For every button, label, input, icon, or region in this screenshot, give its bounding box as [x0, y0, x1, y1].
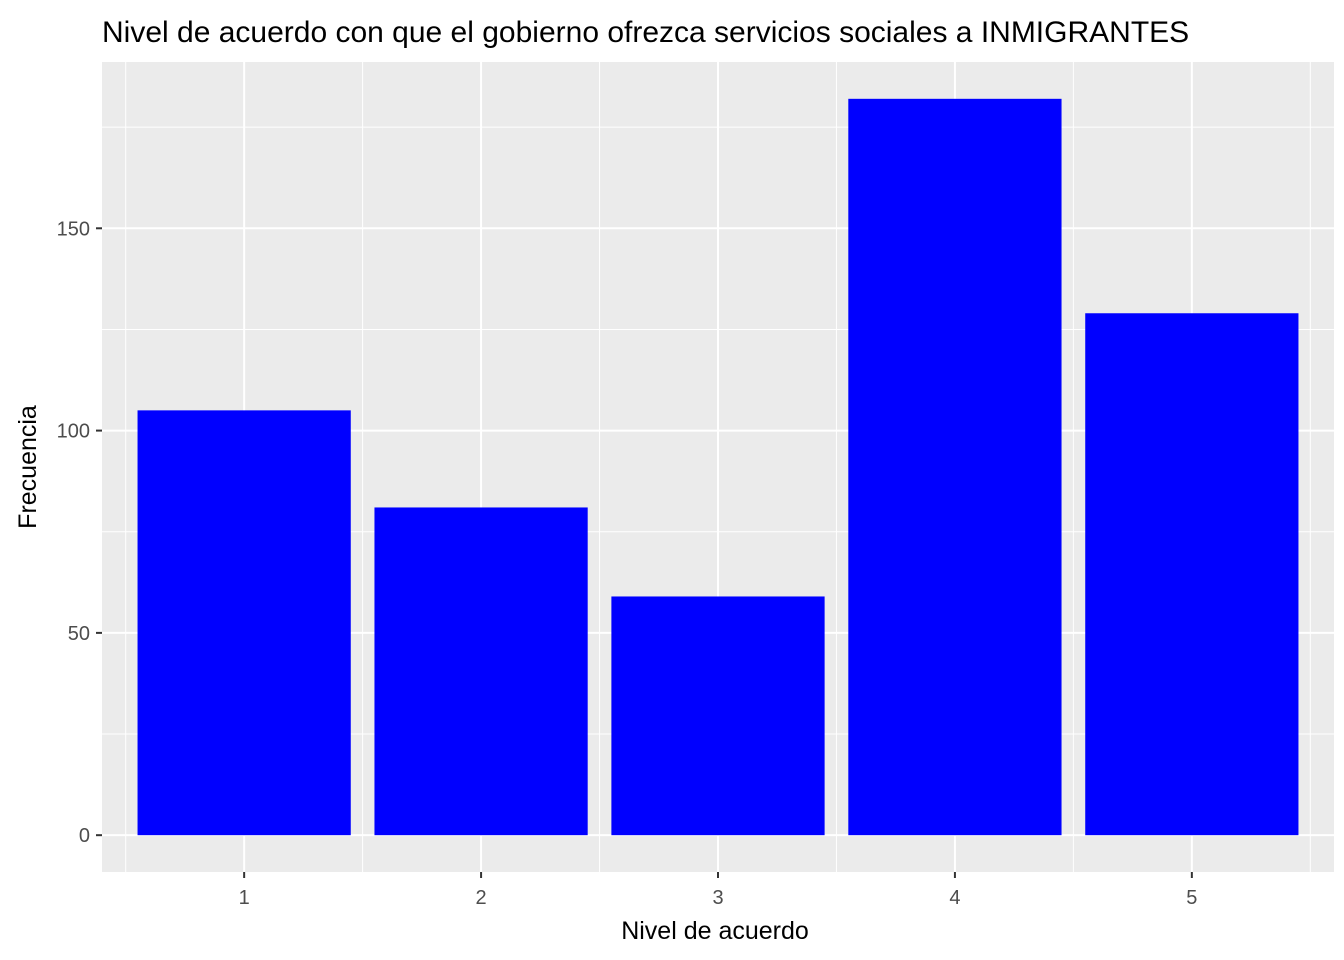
x-tick-label: 5	[1186, 887, 1197, 909]
y-tick-label: 50	[68, 623, 90, 645]
bar-4	[848, 98, 1062, 836]
bar-5	[1085, 313, 1299, 836]
bar-3	[611, 596, 825, 836]
x-axis-title: Nivel de acuerdo	[621, 917, 809, 945]
y-axis: 0 50 100 150	[57, 218, 102, 847]
x-tick-label: 3	[712, 887, 723, 909]
y-axis-title: Frecuencia	[14, 405, 42, 529]
y-tick-label: 0	[79, 825, 90, 847]
bar-1	[137, 410, 351, 836]
x-tick-label: 4	[949, 887, 960, 909]
y-tick-label: 150	[57, 218, 90, 240]
x-tick-label: 2	[476, 887, 487, 909]
chart-title: Nivel de acuerdo con que el gobierno ofr…	[102, 16, 1189, 49]
y-tick-label: 100	[57, 421, 90, 443]
bar-2	[374, 507, 588, 836]
x-axis: 1 2 3 4 5	[239, 872, 1197, 909]
x-tick-label: 1	[239, 887, 250, 909]
bars	[137, 98, 1299, 836]
